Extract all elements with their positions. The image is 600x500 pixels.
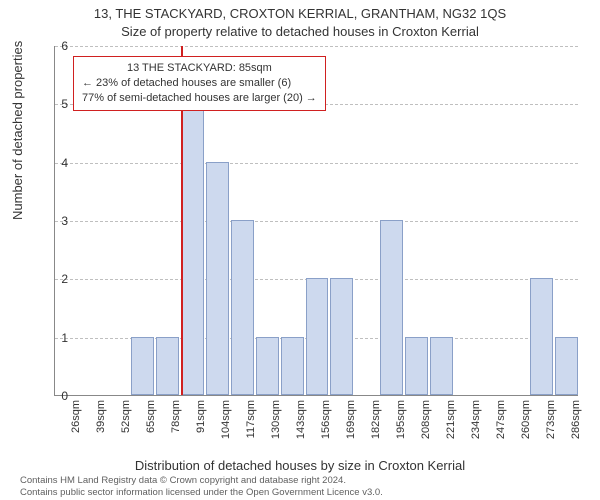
- gridline: [55, 46, 578, 47]
- x-tick-label: 39sqm: [95, 400, 107, 433]
- x-tick-label: 117sqm: [245, 400, 257, 438]
- x-tick-label: 260sqm: [520, 400, 532, 439]
- gridline: [55, 163, 578, 164]
- y-tick-label: 3: [54, 214, 68, 228]
- bar: [430, 337, 453, 395]
- x-tick-label: 195sqm: [395, 400, 407, 439]
- bar: [306, 278, 329, 395]
- x-tick-label: 273sqm: [545, 400, 557, 439]
- footer-attribution: Contains HM Land Registry data © Crown c…: [20, 475, 383, 498]
- y-tick-label: 4: [54, 156, 68, 170]
- bar: [256, 337, 279, 395]
- bar: [281, 337, 304, 395]
- bar: [131, 337, 154, 395]
- x-tick-label: 65sqm: [145, 400, 157, 433]
- x-tick-label: 78sqm: [170, 400, 182, 433]
- x-tick-label: 130sqm: [270, 400, 282, 439]
- y-tick-label: 5: [54, 97, 68, 111]
- x-tick-label: 52sqm: [120, 400, 132, 433]
- y-axis-label: Number of detached properties: [10, 41, 25, 220]
- bar: [330, 278, 353, 395]
- chart-title-line1: 13, THE STACKYARD, CROXTON KERRIAL, GRAN…: [0, 6, 600, 21]
- x-tick-label: 26sqm: [70, 400, 82, 433]
- x-tick-label: 208sqm: [420, 400, 432, 439]
- x-tick-label: 286sqm: [570, 400, 582, 439]
- annotation-line: 77% of semi-detached houses are larger (…: [82, 91, 317, 106]
- plot-area: 13 THE STACKYARD: 85sqm← 23% of detached…: [54, 46, 578, 396]
- y-tick-label: 2: [54, 272, 68, 286]
- bar: [181, 103, 204, 395]
- chart-title-line2: Size of property relative to detached ho…: [0, 24, 600, 39]
- gridline: [55, 221, 578, 222]
- y-tick-label: 1: [54, 331, 68, 345]
- y-tick-label: 6: [54, 39, 68, 53]
- x-tick-label: 182sqm: [370, 400, 382, 439]
- x-tick-label: 221sqm: [445, 400, 457, 439]
- annotation-line: ← 23% of detached houses are smaller (6): [82, 76, 317, 91]
- bar: [156, 337, 179, 395]
- x-tick-label: 91sqm: [195, 400, 207, 433]
- bar: [530, 278, 553, 395]
- x-tick-label: 234sqm: [470, 400, 482, 439]
- x-tick-label: 169sqm: [345, 400, 357, 439]
- bar: [555, 337, 578, 395]
- bar: [380, 220, 403, 395]
- x-axis-label: Distribution of detached houses by size …: [0, 458, 600, 473]
- bar: [405, 337, 428, 395]
- x-tick-label: 247sqm: [495, 400, 507, 439]
- figure-root: 13, THE STACKYARD, CROXTON KERRIAL, GRAN…: [0, 0, 600, 500]
- annotation-box: 13 THE STACKYARD: 85sqm← 23% of detached…: [73, 56, 326, 111]
- annotation-line: 13 THE STACKYARD: 85sqm: [82, 61, 317, 76]
- x-tick-label: 104sqm: [220, 400, 232, 439]
- bar: [206, 162, 229, 395]
- bar: [231, 220, 254, 395]
- x-tick-label: 156sqm: [320, 400, 332, 439]
- x-tick-label: 143sqm: [295, 400, 307, 439]
- y-tick-label: 0: [54, 389, 68, 403]
- footer-line1: Contains HM Land Registry data © Crown c…: [20, 475, 383, 486]
- footer-line2: Contains public sector information licen…: [20, 487, 383, 498]
